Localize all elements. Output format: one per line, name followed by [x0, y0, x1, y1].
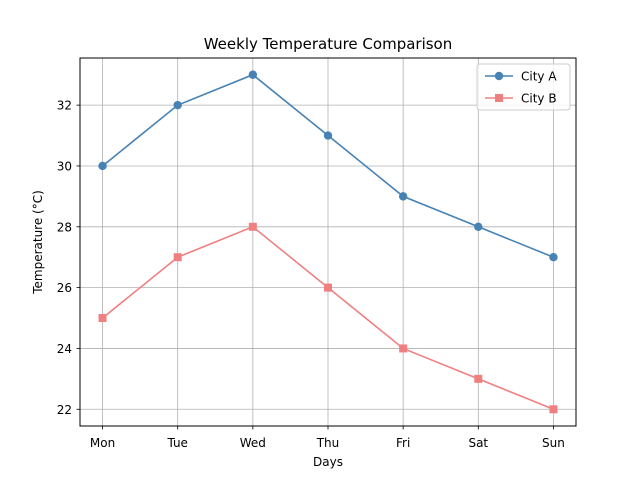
- data-point-city-a: [549, 253, 558, 262]
- x-tick-label: Wed: [240, 436, 266, 450]
- data-point-city-a: [323, 131, 333, 140]
- ticks: Mon Tue Wed Thu Fri Sat Sun 22 24 26 28 30 32: [57, 99, 565, 450]
- x-tick-label: Sat: [468, 436, 488, 450]
- x-tick-label: Fri: [396, 436, 410, 450]
- x-axis-label: Days: [313, 455, 343, 469]
- y-tick-label: 32: [57, 99, 72, 113]
- legend-label-city-a: City A: [521, 70, 557, 84]
- chart-title: Weekly Temperature Comparison: [204, 35, 453, 53]
- data-point-city-a: [98, 161, 107, 171]
- data-point-city-b: [98, 314, 107, 323]
- y-tick-label: 28: [57, 220, 72, 234]
- y-tick-label: 24: [57, 342, 72, 356]
- data-point-city-a: [474, 222, 483, 231]
- legend: City A City B: [476, 63, 571, 111]
- legend-marker-city-b: [495, 94, 503, 102]
- data-point-city-b: [173, 253, 182, 262]
- data-point-city-b: [324, 283, 332, 292]
- data-point-city-b: [399, 344, 408, 353]
- y-tick-label: 30: [57, 159, 72, 173]
- data-point-city-a: [248, 70, 258, 79]
- series-layer: [98, 70, 558, 414]
- x-tick-label: Sun: [542, 436, 565, 450]
- x-tick-label: Mon: [90, 436, 115, 450]
- legend-label-city-b: City B: [521, 92, 557, 106]
- legend-marker-city-a: [494, 71, 504, 81]
- y-axis-label: Temperature (°C): [31, 190, 45, 295]
- data-point-city-b: [248, 222, 257, 231]
- data-point-city-a: [173, 100, 182, 110]
- y-tick-label: 22: [57, 403, 72, 417]
- x-tick-label: Thu: [316, 436, 340, 450]
- y-tick-label: 26: [57, 281, 72, 295]
- x-tick-label: Tue: [166, 436, 188, 450]
- data-point-city-b: [474, 374, 483, 383]
- data-point-city-a: [398, 192, 408, 201]
- data-point-city-b: [549, 405, 558, 414]
